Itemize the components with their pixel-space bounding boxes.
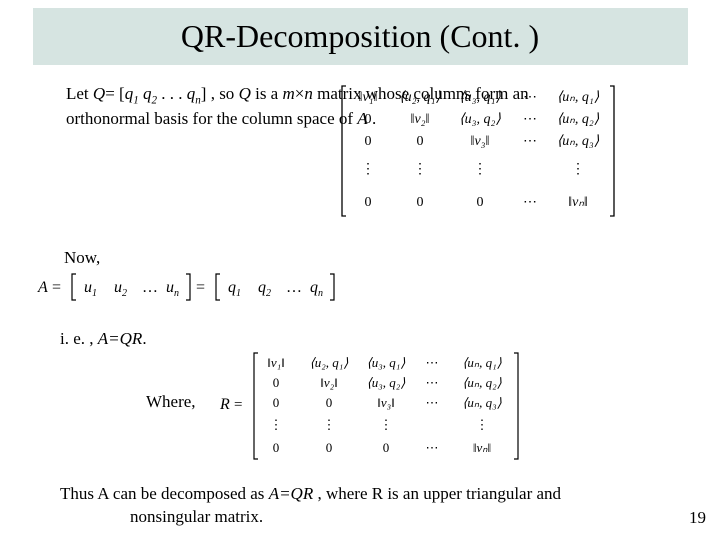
thus-1b: , where R is an upper triangular and bbox=[313, 484, 561, 503]
intro-eq: = [ bbox=[105, 84, 125, 103]
svg-text:‖vₙ‖: ‖vₙ‖ bbox=[472, 440, 490, 455]
svg-text:0: 0 bbox=[325, 440, 332, 455]
svg-text:⋯: ⋯ bbox=[425, 375, 438, 390]
svg-text:=: = bbox=[196, 279, 205, 296]
svg-text:0: 0 bbox=[365, 195, 372, 210]
intro-m: m bbox=[282, 84, 294, 103]
svg-text:‖v₁‖: ‖v₁‖ bbox=[267, 355, 285, 370]
svg-text:u2: u2 bbox=[114, 279, 127, 299]
svg-text:⋯: ⋯ bbox=[425, 355, 438, 370]
svg-text:‖v₁‖: ‖v₁‖ bbox=[359, 90, 378, 105]
ie-post: . bbox=[142, 329, 146, 348]
svg-text:0: 0 bbox=[272, 375, 279, 390]
svg-text:0: 0 bbox=[417, 195, 424, 210]
svg-text:R: R bbox=[219, 396, 230, 413]
svg-text:‖vₙ‖: ‖vₙ‖ bbox=[568, 195, 588, 210]
intro-s1: 1 bbox=[133, 94, 139, 106]
svg-text:⋮: ⋮ bbox=[475, 417, 488, 432]
svg-text:0: 0 bbox=[477, 195, 484, 210]
svg-text:⋯: ⋯ bbox=[523, 90, 537, 105]
intro-close: ] , so bbox=[201, 84, 239, 103]
svg-text:0: 0 bbox=[365, 134, 372, 149]
svg-text:0: 0 bbox=[272, 395, 279, 410]
ie-aqr: A=QR bbox=[98, 329, 143, 348]
svg-text:=: = bbox=[52, 279, 61, 296]
svg-text:q2: q2 bbox=[258, 279, 271, 299]
svg-text:⋮: ⋮ bbox=[379, 417, 392, 432]
slide-content: Let Q= [q1 q2 . . . qn] , so Q is a m×n … bbox=[0, 65, 720, 529]
svg-text:un: un bbox=[166, 279, 179, 299]
svg-text:0: 0 bbox=[325, 395, 332, 410]
svg-text:u1: u1 bbox=[84, 279, 97, 299]
thus-row: Thus A can be decomposed as A=QR , where… bbox=[60, 483, 680, 529]
svg-text:⟨u₃, q₁⟩: ⟨u₃, q₁⟩ bbox=[366, 355, 405, 370]
svg-text:⋯: ⋯ bbox=[425, 395, 438, 410]
intro-Q2: Q bbox=[239, 84, 251, 103]
svg-text:⋯: ⋯ bbox=[425, 440, 438, 455]
svg-text:q1: q1 bbox=[228, 279, 241, 299]
title-bar: QR-Decomposition (Cont. ) bbox=[33, 8, 688, 65]
svg-text:0: 0 bbox=[382, 440, 389, 455]
ie-pre: i. e. , bbox=[60, 329, 98, 348]
intro-x: × bbox=[295, 84, 305, 103]
now-row: Now, bbox=[60, 239, 680, 270]
svg-text:⋯: ⋯ bbox=[523, 195, 537, 210]
svg-text:⋮: ⋮ bbox=[571, 162, 585, 177]
svg-text:‖v₂‖: ‖v₂‖ bbox=[411, 112, 430, 127]
svg-text:⟨uₙ, q₂⟩: ⟨uₙ, q₂⟩ bbox=[557, 112, 600, 127]
svg-text:⋯: ⋯ bbox=[523, 134, 537, 149]
svg-text:⋮: ⋮ bbox=[322, 417, 335, 432]
r-matrix: R = ‖v₁‖ ⟨u₂, q₁⟩ ⟨u₃, q₁⟩ ⋯ ⟨uₙ, q₁⟩ 0 … bbox=[214, 347, 524, 465]
svg-text:⋮: ⋮ bbox=[269, 417, 282, 432]
svg-text:0: 0 bbox=[365, 112, 372, 127]
svg-text:⟨u₂, q₁⟩: ⟨u₂, q₁⟩ bbox=[309, 355, 348, 370]
svg-text:⟨uₙ, q₃⟩: ⟨uₙ, q₃⟩ bbox=[462, 395, 501, 410]
slide-number: 19 bbox=[689, 508, 706, 528]
thus-line2: nonsingular matrix. bbox=[60, 506, 650, 529]
svg-text:⟨uₙ, q₂⟩: ⟨uₙ, q₂⟩ bbox=[462, 375, 501, 390]
svg-text:=: = bbox=[234, 397, 242, 413]
intro-dots: . . . bbox=[157, 84, 187, 103]
svg-text:qn: qn bbox=[310, 279, 323, 299]
svg-text:⟨u₃, q₂⟩: ⟨u₃, q₂⟩ bbox=[459, 112, 501, 127]
svg-text:⋮: ⋮ bbox=[361, 162, 375, 177]
thus-1a: Thus A can be decomposed as bbox=[60, 484, 269, 503]
thus-aqr: A=QR bbox=[269, 484, 314, 503]
svg-text:…: … bbox=[142, 279, 158, 296]
intro-isam: is a bbox=[251, 84, 283, 103]
svg-text:⋮: ⋮ bbox=[413, 162, 427, 177]
svg-text:⟨u₃, q₁⟩: ⟨u₃, q₁⟩ bbox=[459, 90, 501, 105]
where-label: Where, bbox=[146, 353, 196, 414]
svg-text:‖v₃‖: ‖v₃‖ bbox=[471, 134, 490, 149]
svg-text:⟨u₃, q₂⟩: ⟨u₃, q₂⟩ bbox=[366, 375, 405, 390]
svg-text:⟨uₙ, q₃⟩: ⟨uₙ, q₃⟩ bbox=[557, 134, 600, 149]
svg-text:⋮: ⋮ bbox=[473, 162, 487, 177]
intro-let: Let bbox=[66, 84, 93, 103]
svg-text:⟨uₙ, q₁⟩: ⟨uₙ, q₁⟩ bbox=[557, 90, 600, 105]
svg-text:‖v₃‖: ‖v₃‖ bbox=[377, 395, 395, 410]
intro-line2: orthonormal basis for the column space o… bbox=[66, 109, 357, 128]
svg-text:0: 0 bbox=[417, 134, 424, 149]
svg-text:0: 0 bbox=[272, 440, 279, 455]
slide-title: QR-Decomposition (Cont. ) bbox=[33, 18, 688, 55]
where-row: Where, R = ‖v₁‖ ⟨u₂, q₁⟩ ⟨u₃, q₁⟩ ⋯ ⟨uₙ,… bbox=[60, 353, 680, 465]
intro-qn: q bbox=[187, 84, 196, 103]
svg-text:A: A bbox=[37, 279, 48, 296]
a-equation: A = u1 u2 … un = q1 q2 … qn bbox=[30, 270, 360, 306]
now-label: Now, bbox=[60, 239, 100, 270]
intro-n: n bbox=[304, 84, 313, 103]
svg-text:⟨u₂, q₁⟩: ⟨u₂, q₁⟩ bbox=[399, 90, 441, 105]
svg-text:…: … bbox=[286, 279, 302, 296]
intro-Q: Q bbox=[93, 84, 105, 103]
svg-text:⋯: ⋯ bbox=[523, 112, 537, 127]
intro-q1: q bbox=[125, 84, 134, 103]
svg-text:‖v₂‖: ‖v₂‖ bbox=[320, 375, 338, 390]
svg-text:⟨uₙ, q₁⟩: ⟨uₙ, q₁⟩ bbox=[462, 355, 501, 370]
